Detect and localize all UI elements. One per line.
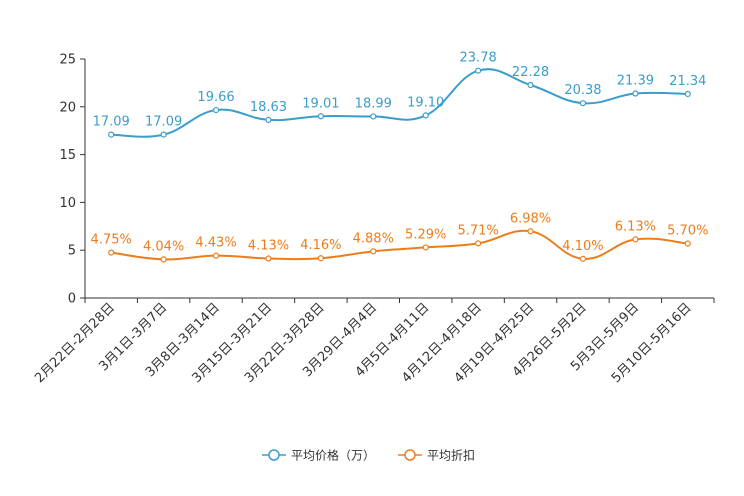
data-point	[684, 240, 691, 247]
data-point	[370, 248, 377, 255]
data-point	[632, 236, 639, 243]
data-point	[632, 90, 639, 97]
data-label: 5.70%	[667, 224, 708, 239]
data-label: 22.28	[512, 65, 549, 80]
y-tick-label: 10	[59, 196, 76, 211]
data-point	[527, 228, 534, 235]
data-label: 4.43%	[195, 236, 236, 251]
y-tick-label: 20	[59, 100, 76, 115]
data-point	[265, 116, 272, 123]
data-label: 18.99	[355, 96, 392, 111]
legend-marker-icon	[404, 449, 416, 461]
data-point	[265, 255, 272, 262]
data-point	[422, 244, 429, 251]
data-point	[527, 81, 534, 89]
data-label: 4.13%	[248, 239, 289, 254]
data-label: 4.04%	[143, 239, 184, 254]
data-label: 4.10%	[562, 239, 603, 254]
data-label: 17.09	[145, 115, 182, 130]
data-point	[160, 131, 167, 138]
y-tick-label: 5	[68, 244, 76, 259]
data-label: 21.39	[617, 74, 654, 89]
data-point	[212, 252, 220, 259]
data-label: 21.34	[669, 74, 706, 89]
data-label: 19.66	[197, 90, 234, 105]
y-tick-label: 25	[59, 53, 76, 68]
legend-label: 平均价格（万）	[291, 448, 375, 463]
data-label: 18.63	[250, 100, 287, 115]
data-point	[317, 113, 324, 120]
data-point	[475, 67, 482, 74]
data-label: 5.29%	[405, 227, 446, 242]
data-point	[160, 256, 167, 263]
data-label: 4.88%	[353, 231, 394, 246]
data-point	[579, 100, 587, 107]
legend-label: 平均折扣	[427, 448, 475, 463]
data-label: 19.01	[302, 96, 339, 111]
data-label: 20.38	[564, 83, 601, 98]
legend-marker-icon	[268, 449, 280, 461]
data-point	[684, 90, 691, 98]
data-point	[579, 255, 587, 262]
data-label: 17.09	[93, 115, 130, 130]
data-label: 6.98%	[510, 211, 551, 226]
data-point	[422, 112, 429, 119]
data-point	[317, 255, 324, 262]
data-label: 19.10	[407, 95, 444, 110]
data-label: 6.13%	[615, 219, 656, 234]
data-point	[212, 106, 220, 114]
data-label: 5.71%	[457, 223, 498, 238]
data-point	[108, 131, 115, 138]
data-label: 4.16%	[300, 238, 341, 253]
data-point	[475, 240, 482, 247]
series-line-1	[111, 68, 688, 138]
series-line-2	[111, 229, 688, 261]
data-point	[370, 113, 377, 120]
data-label: 4.75%	[91, 233, 132, 248]
data-point	[108, 249, 115, 256]
data-label: 23.78	[460, 51, 497, 66]
y-tick-label: 0	[68, 292, 76, 307]
y-tick-label: 15	[59, 148, 76, 163]
